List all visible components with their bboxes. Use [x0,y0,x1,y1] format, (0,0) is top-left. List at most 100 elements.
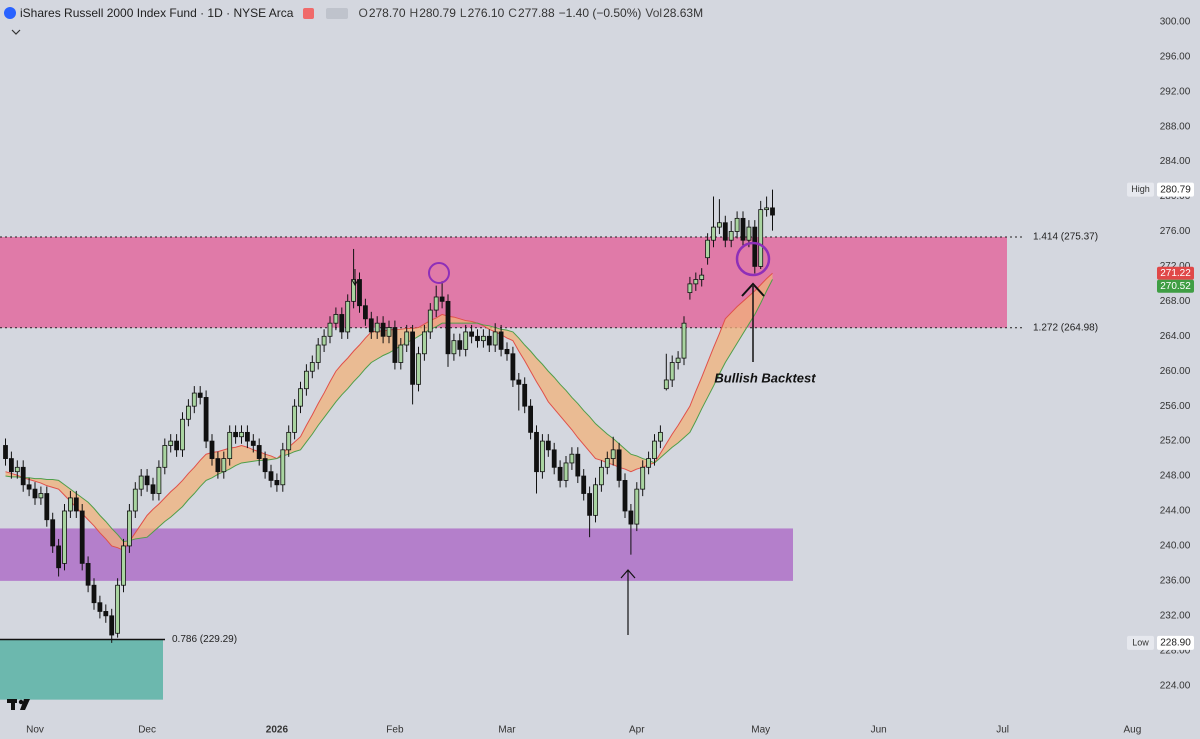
x-tick-label: 2026 [266,725,289,736]
candle-body [669,362,675,381]
candle-body [121,545,126,586]
x-tick-label: Jun [871,725,887,736]
chart-header: iShares Russell 2000 Index Fund · 1D · N… [4,6,706,20]
y-tick-label: 280.00 [1160,191,1191,202]
ohlc-key: O [358,6,368,20]
candle-body [227,431,233,459]
level-label: 1.272 (264.98) [1033,322,1098,333]
candle-body [274,480,280,486]
candle-body [569,453,575,464]
candle-body [138,475,144,490]
ohlc-legend: O 278.70 H 280.79 L 276.10 C 277.88 −1.40 (−0.50… [358,6,706,20]
candle-body [699,274,705,280]
candle-body [451,340,457,355]
candle-body [640,466,646,490]
candle-body [244,431,250,442]
candle-body [280,449,286,486]
candle-body [439,296,445,302]
candle-body [303,370,309,390]
candle-body [50,519,56,547]
candle-body [380,322,386,337]
ohlc-key: L [459,6,467,20]
last-value-tag [1157,266,1194,280]
candle-body [262,458,268,473]
y-tick-label: 252.00 [1160,436,1191,447]
scale-marker-name: Low [1132,637,1149,647]
candle-body [185,405,191,420]
x-tick-label: Mar [498,725,516,736]
y-tick-label: 232.00 [1160,610,1191,621]
candle-body [56,545,61,569]
candle-body [457,340,463,350]
scale-marker-name-box [1127,635,1154,650]
y-tick-label: 228.00 [1160,645,1191,656]
candle-body [203,397,209,442]
candle-body [581,475,587,494]
candle-body [711,226,716,241]
candle-body [44,493,50,521]
x-tick-label: Feb [386,725,404,736]
candle-body [557,466,563,481]
candle-body [374,322,380,333]
candle-body [298,388,303,407]
volume-key: Vol [645,6,663,20]
candle-body [256,445,262,459]
last-value-label: 271.22 [1160,268,1191,279]
ohlc-key: C [508,6,517,20]
candle-body [404,331,410,346]
volume-value: 28.63M [663,6,704,20]
scale-marker-box [1157,182,1194,197]
candle-body [764,207,769,211]
candle-body [540,440,545,473]
candle-body [593,484,598,516]
candle-body [492,331,498,346]
candle-body [528,405,533,433]
ribbon-fill [5,273,773,551]
candle-body [73,497,79,512]
candle-body [339,314,345,333]
y-tick-label: 288.00 [1160,121,1191,132]
candle-body [758,209,764,267]
moving-average-line [5,279,773,543]
candle-body [410,331,416,385]
scale-marker-name: High [1131,184,1150,194]
candle-body [746,226,752,241]
candle-body [150,484,156,494]
y-tick-label: 224.00 [1160,680,1191,691]
ohlc-value: 280.79 [419,6,456,20]
candle-body [14,466,20,473]
change-value: −1.40 (−0.50%) [558,6,642,20]
candle-body [191,392,197,407]
tool-icon [326,7,349,19]
last-value-tag [1157,279,1194,293]
y-tick-label: 260.00 [1160,366,1191,377]
candle-body [663,379,669,390]
candle-body [115,584,120,634]
candle-body [658,431,663,442]
candle-body [563,462,569,481]
candle-body [575,453,581,477]
candle-body [327,322,333,337]
candle-body [215,458,221,473]
candle-body [752,226,758,267]
candle-body [628,510,634,525]
candle-body [174,440,180,451]
candle-body [156,466,162,494]
candle-body [109,615,115,636]
scale-marker-name-box [1127,182,1154,197]
candle-body [433,296,439,311]
candle-body [197,392,203,398]
ohlc-value: 277.88 [517,6,555,20]
candle-body [62,510,67,564]
candle-body [315,344,321,363]
candle-body [717,222,722,228]
y-tick-label: 236.00 [1160,576,1191,587]
candle-body [599,466,604,486]
candle-body [85,562,91,586]
x-tick-label: Apr [629,725,645,736]
candle-body [469,331,475,337]
candle-body [421,331,427,355]
candle-body [209,440,215,459]
level-label: 0.786 (229.29) [172,634,237,645]
